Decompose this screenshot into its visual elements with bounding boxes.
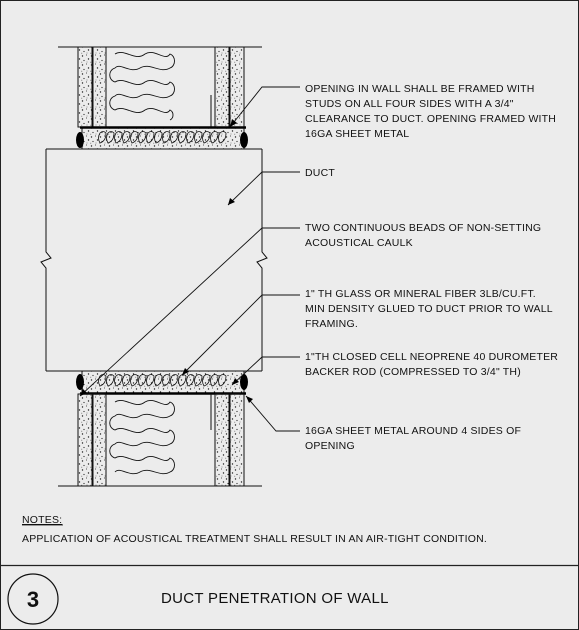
leader-arrows [80,119,253,403]
detail-number-circle [7,573,59,625]
svg-text:TWO CONTINUOUS BEADS OF NON-SE: TWO CONTINUOUS BEADS OF NON-SETTING ACOUS… [305,222,541,249]
callout-opening-framing: OPENING IN WALL SHALL BE FRAMED WITH STUD… [305,83,556,140]
callout-fiber-liner: 1" TH GLASS OR MINERAL FIBER 3LB/CU.FT. M… [305,288,553,330]
leader-lines [79,86,300,432]
svg-text:16GA SHEET METAL AROUND 4 SIDE: 16GA SHEET METAL AROUND 4 SIDES OF OPENIN… [305,425,521,452]
svg-text:OPENING IN WALL SHALL BE FRAME: OPENING IN WALL SHALL BE FRAMED WITH STUD… [305,83,556,140]
callout-acoustical-caulk: TWO CONTINUOUS BEADS OF NON-SETTING ACOUS… [305,222,541,249]
callout-backer-rod: 1"TH CLOSED CELL NEOPRENE 40 DUROMETER BA… [305,351,558,378]
notes-text: APPLICATION OF ACOUSTICAL TREATMENT SHAL… [22,533,487,545]
callout-sheet-metal: 16GA SHEET METAL AROUND 4 SIDES OF OPENIN… [305,425,521,452]
duct-body [40,148,268,372]
bottom-wall-section [58,370,262,487]
callout-duct: DUCT [305,167,335,179]
svg-text:1" TH GLASS OR MINERAL FIBER 3: 1" TH GLASS OR MINERAL FIBER 3LB/CU.FT. M… [305,288,553,330]
detail-number: 3 [27,587,39,612]
svg-text:DUCT: DUCT [305,167,335,179]
svg-text:1"TH CLOSED CELL NEOPRENE 40 D: 1"TH CLOSED CELL NEOPRENE 40 DUROMETER BA… [305,351,558,378]
top-wall-section [58,46,262,150]
detail-title: DUCT PENETRATION OF WALL [161,590,389,607]
notes-heading: NOTES: [22,514,62,526]
